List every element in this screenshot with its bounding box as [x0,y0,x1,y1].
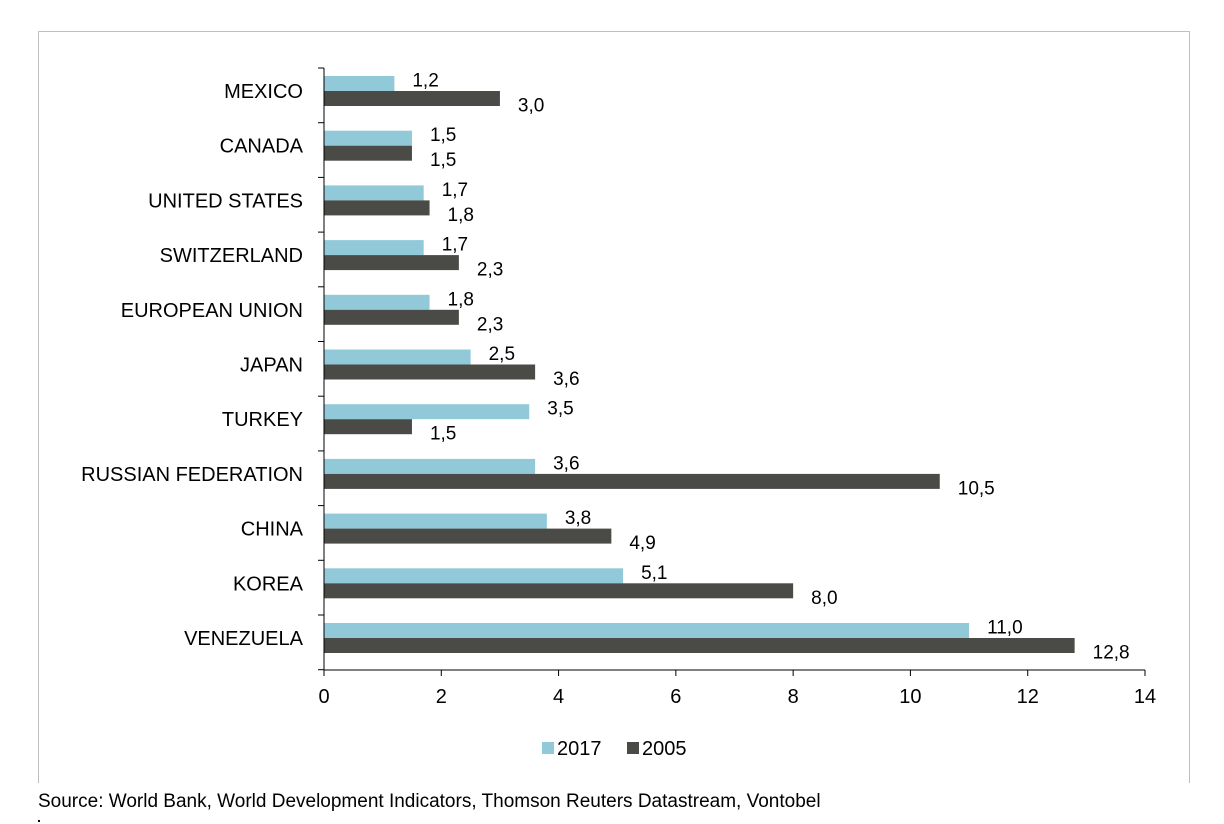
bar-2005 [324,200,430,216]
x-tick-label: 0 [318,686,329,708]
category-label: TURKEY [222,409,303,431]
data-label-2005: 1,5 [430,150,456,171]
category-label: CANADA [220,136,304,158]
category-label: EUROPEAN UNION [121,300,303,322]
category-label: SWITZERLAND [160,245,303,267]
category-label: KOREA [233,573,304,595]
x-tick-label: 8 [788,686,799,708]
data-label-2005: 2,3 [477,260,503,281]
bar-2005 [324,528,612,544]
category-label: CHINA [241,519,304,541]
bar-2005 [324,638,1075,653]
bar-2017 [324,568,624,584]
bar-2017 [324,185,424,201]
data-label-2005: 8,0 [811,588,837,609]
data-label-2017: 2,5 [489,344,515,365]
source-note: Source: World Bank, World Development In… [38,791,821,812]
data-label-2017: 1,8 [448,289,474,310]
chart-frame [38,31,1190,783]
bar-2005 [324,419,412,435]
data-label-2017: 3,8 [565,508,591,529]
data-label-2005: 12,8 [1093,643,1130,664]
data-label-2005: 10,5 [958,478,995,499]
bar-2017 [324,513,547,529]
data-label-2005: 1,5 [430,424,456,445]
data-label-2017: 1,2 [412,71,438,92]
bar-2005 [324,255,459,271]
x-tick-label: 2 [436,686,447,708]
category-label: VENEZUELA [184,628,304,650]
bar-2017 [324,623,970,638]
bar-2005 [324,309,459,325]
bar-2005 [324,145,412,161]
bar-2005 [324,473,940,489]
x-tick-label: 12 [1017,686,1039,708]
category-label: RUSSIAN FEDERATION [81,464,303,486]
data-label-2017: 3,5 [547,399,573,420]
x-tick-label: 10 [899,686,921,708]
legend-label-2017: 2017 [557,738,602,760]
bar-2005 [324,583,794,599]
data-label-2017: 1,7 [442,235,468,256]
legend-label-2005: 2005 [642,738,687,760]
bar-2005 [324,364,536,380]
x-tick-label: 14 [1134,686,1156,708]
data-label-2005: 2,3 [477,314,503,335]
data-label-2017: 5,1 [641,563,667,584]
data-label-2017: 3,6 [553,453,579,474]
x-tick-label: 6 [670,686,681,708]
category-label: UNITED STATES [148,190,303,212]
data-label-2017: 11,0 [987,618,1023,639]
bar-2017 [324,404,530,420]
x-tick-label: 4 [553,686,564,708]
bar-2017 [324,294,430,310]
data-label-2005: 3,0 [518,96,544,117]
bar-2017 [324,130,412,146]
data-label-2017: 1,5 [430,125,456,146]
bar-chart: MEXICO 1,2 3,0 CANADA 1,5 1,5 UNITED STATES 1,7… [81,67,1156,760]
bar-2017 [324,76,395,91]
bar-2017 [324,240,424,256]
data-label-2005: 3,6 [553,369,579,390]
bar-2005 [324,91,500,106]
decorative-dot [38,820,40,822]
category-label: JAPAN [240,355,303,377]
data-label-2017: 1,7 [442,180,468,201]
bar-2017 [324,458,536,474]
bar-2017 [324,349,471,365]
legend-swatch-2005 [627,742,639,754]
category-label: MEXICO [224,81,303,103]
data-label-2005: 1,8 [448,205,474,226]
legend-swatch-2017 [542,742,554,754]
data-label-2005: 4,9 [629,533,655,554]
